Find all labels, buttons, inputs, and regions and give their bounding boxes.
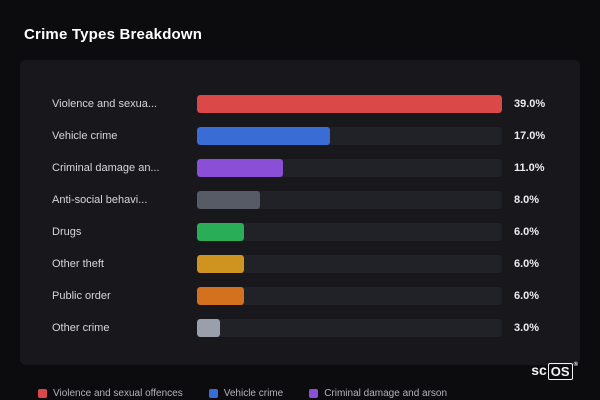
registered-mark: ® <box>573 362 578 368</box>
bar-track <box>197 223 502 241</box>
scos-logo-boxed: OS <box>547 363 573 380</box>
legend-item[interactable]: Criminal damage and arson <box>309 388 447 399</box>
chart-row: Vehicle crime 17.0% <box>20 120 580 152</box>
bar-fill <box>197 287 244 305</box>
chart-row: Criminal damage an... 11.0% <box>20 152 580 184</box>
legend-item[interactable]: Violence and sexual offences <box>38 388 183 399</box>
bar-track <box>197 319 502 337</box>
category-label: Other theft <box>52 258 104 270</box>
chart-legend: Violence and sexual offences Vehicle crim… <box>38 388 447 399</box>
crime-breakdown-chart: Violence and sexua... 39.0% Vehicle crime 1… <box>20 60 580 365</box>
bar-track <box>197 127 502 145</box>
bar-track <box>197 95 502 113</box>
category-label: Public order <box>52 290 111 302</box>
chart-row: Other crime 3.0% <box>20 312 580 344</box>
value-label: 8.0% <box>514 194 540 206</box>
value-label: 11.0% <box>514 162 545 174</box>
bar-track <box>197 287 502 305</box>
chart-row: Anti-social behavi... 8.0% <box>20 184 580 216</box>
value-label: 3.0% <box>514 322 540 334</box>
chart-row: Public order 6.0% <box>20 280 580 312</box>
category-label: Drugs <box>52 226 82 238</box>
bar-fill <box>197 159 284 177</box>
legend-label: Vehicle crime <box>223 388 284 399</box>
bar-fill <box>197 223 244 241</box>
category-label: Vehicle crime <box>52 130 118 142</box>
category-label: Anti-social behavi... <box>52 194 148 206</box>
scos-logo: sc OS ® <box>531 362 578 380</box>
legend-label: Violence and sexual offences <box>53 388 183 399</box>
category-label: Other crime <box>52 322 110 334</box>
bar-track <box>197 191 502 209</box>
legend-label: Criminal damage and arson <box>324 388 448 399</box>
page-title: Crime Types Breakdown <box>24 26 203 43</box>
bar-fill <box>197 191 260 209</box>
category-label: Violence and sexua... <box>52 98 157 110</box>
chart-row: Drugs 6.0% <box>20 216 580 248</box>
value-label: 17.0% <box>514 130 546 142</box>
chart-row: Violence and sexua... 39.0% <box>20 88 580 120</box>
value-label: 6.0% <box>514 258 540 270</box>
bar-track <box>197 255 502 273</box>
bar-fill <box>197 127 330 145</box>
value-label: 6.0% <box>514 290 540 302</box>
legend-swatch-icon <box>208 389 218 398</box>
bar-fill <box>197 255 244 273</box>
bar-fill <box>197 95 502 113</box>
category-label: Criminal damage an... <box>52 162 160 174</box>
bar-track <box>197 159 502 177</box>
chart-row: Other theft 6.0% <box>20 248 580 280</box>
chart-rows: Violence and sexua... 39.0% Vehicle crime 1… <box>20 88 580 344</box>
value-label: 39.0% <box>514 98 546 110</box>
legend-swatch-icon <box>38 389 47 398</box>
bar-fill <box>197 319 221 337</box>
legend-item[interactable]: Vehicle crime <box>208 388 284 399</box>
scos-logo-prefix: sc <box>531 362 547 378</box>
legend-swatch-icon <box>309 389 319 398</box>
value-label: 6.0% <box>514 226 540 238</box>
